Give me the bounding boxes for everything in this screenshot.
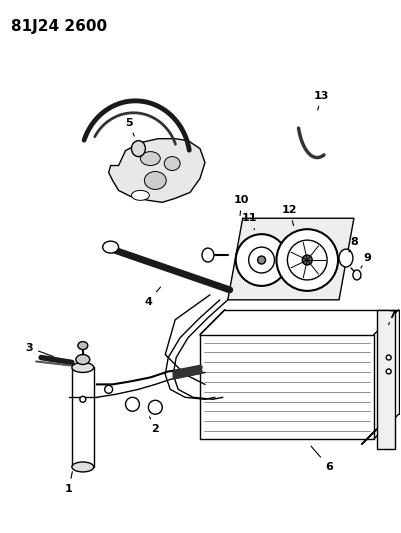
Ellipse shape [80,397,86,402]
Polygon shape [109,139,205,203]
Ellipse shape [164,157,180,171]
Ellipse shape [302,255,312,265]
Ellipse shape [386,369,391,374]
Text: 9: 9 [361,253,371,268]
Ellipse shape [144,172,166,189]
Ellipse shape [126,397,140,411]
Ellipse shape [132,141,146,157]
Text: 12: 12 [282,205,297,225]
Ellipse shape [140,151,160,166]
Ellipse shape [202,248,214,262]
Text: 2: 2 [150,417,159,434]
Ellipse shape [148,400,162,414]
Bar [377,310,395,449]
Text: 3: 3 [25,343,53,357]
Ellipse shape [72,362,94,373]
Text: 13: 13 [314,91,329,110]
Text: 81J24 2600: 81J24 2600 [11,19,107,34]
Text: 5: 5 [125,118,134,136]
Ellipse shape [288,240,327,280]
Text: 4: 4 [144,287,160,307]
Text: 6: 6 [311,446,333,472]
Ellipse shape [276,229,338,291]
Text: 1: 1 [65,472,73,494]
Polygon shape [228,218,354,300]
Ellipse shape [236,234,288,286]
Ellipse shape [386,355,391,360]
Ellipse shape [257,256,265,264]
Ellipse shape [72,462,94,472]
Text: 11: 11 [242,213,257,230]
Ellipse shape [78,342,88,350]
Ellipse shape [249,247,274,273]
Ellipse shape [103,241,119,253]
Text: 8: 8 [349,237,358,252]
Ellipse shape [105,385,113,393]
Ellipse shape [339,249,353,267]
Text: 7: 7 [388,310,395,325]
Ellipse shape [132,190,149,200]
Text: 10: 10 [234,196,249,215]
Ellipse shape [353,270,361,280]
Ellipse shape [76,354,90,365]
